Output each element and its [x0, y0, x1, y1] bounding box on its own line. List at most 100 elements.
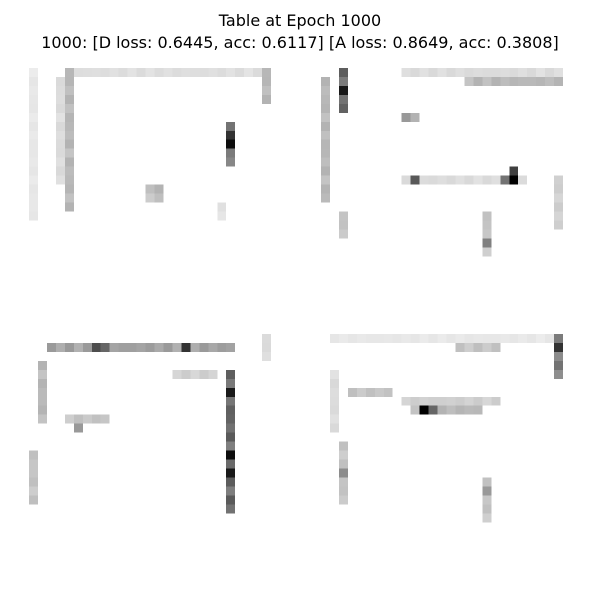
pixel [199, 370, 208, 379]
pixel [74, 68, 83, 77]
pixel [65, 158, 74, 167]
pixel [321, 86, 330, 95]
pixel [348, 334, 357, 343]
pixel [509, 334, 518, 343]
sample-image-4 [321, 334, 572, 585]
pixel [29, 176, 38, 185]
pixel [482, 504, 491, 513]
pixel [29, 131, 38, 140]
pixel [330, 415, 339, 424]
pixel [473, 397, 482, 406]
pixel [226, 158, 235, 167]
pixel [482, 397, 491, 406]
pixel [74, 424, 83, 433]
pixel [208, 343, 217, 352]
pixel [38, 397, 47, 406]
pixel [321, 113, 330, 122]
pixel [339, 77, 348, 86]
pixel [29, 140, 38, 149]
pixel [339, 220, 348, 229]
pixel [518, 77, 527, 86]
pixel [464, 397, 473, 406]
pixel [29, 211, 38, 220]
pixel [411, 176, 420, 185]
pixel [447, 68, 456, 77]
pixel [65, 167, 74, 176]
pixel [473, 77, 482, 86]
pixel [491, 77, 500, 86]
pixel [56, 95, 65, 104]
pixel [56, 86, 65, 95]
pixel [339, 442, 348, 451]
pixel [226, 477, 235, 486]
pixel [29, 122, 38, 131]
pixel [554, 194, 563, 203]
pixel [146, 68, 155, 77]
pixel [172, 68, 181, 77]
pixel [29, 495, 38, 504]
pixel [321, 194, 330, 203]
pixel [155, 194, 164, 203]
pixel [128, 343, 137, 352]
pixel [244, 68, 253, 77]
pixel [56, 113, 65, 122]
pixel [554, 202, 563, 211]
pixel [411, 68, 420, 77]
pixel [155, 68, 164, 77]
pixel [172, 370, 181, 379]
figure-subtitle: 1000: [D loss: 0.6445, acc: 0.6117] [A l… [0, 32, 600, 54]
pixel [402, 334, 411, 343]
pixel [482, 247, 491, 256]
pixel [65, 122, 74, 131]
pixel [65, 86, 74, 95]
pixel [181, 370, 190, 379]
pixel [384, 388, 393, 397]
pixel [339, 86, 348, 95]
pixel [29, 468, 38, 477]
pixel [402, 176, 411, 185]
pixel [56, 167, 65, 176]
generated-sample-3 [29, 334, 280, 585]
pixel [321, 140, 330, 149]
pixel [226, 379, 235, 388]
pixel [83, 415, 92, 424]
pixel [217, 211, 226, 220]
pixel [155, 185, 164, 194]
pixel [29, 158, 38, 167]
sample-image-1 [29, 68, 280, 319]
pixel [226, 406, 235, 415]
pixel [65, 104, 74, 113]
pixel [47, 343, 56, 352]
pixel [482, 229, 491, 238]
pixel [509, 176, 518, 185]
pixel [447, 406, 456, 415]
pixel [482, 495, 491, 504]
pixel [321, 104, 330, 113]
pixel [482, 220, 491, 229]
pixel [29, 185, 38, 194]
pixel [429, 176, 438, 185]
pixel [321, 95, 330, 104]
pixel [509, 77, 518, 86]
pixel [339, 495, 348, 504]
pixel [464, 176, 473, 185]
pixel [65, 140, 74, 149]
pixel [217, 202, 226, 211]
pixel [217, 343, 226, 352]
pixel [554, 176, 563, 185]
pixel [339, 451, 348, 460]
pixel [420, 68, 429, 77]
pixel [491, 176, 500, 185]
pixel [429, 406, 438, 415]
pixel [473, 334, 482, 343]
pixel [110, 343, 119, 352]
pixel [518, 176, 527, 185]
pixel [321, 131, 330, 140]
pixel [447, 176, 456, 185]
pixel [339, 477, 348, 486]
pixel [56, 131, 65, 140]
pixel [402, 397, 411, 406]
pixel [29, 194, 38, 203]
pixel [339, 229, 348, 238]
pixel [330, 424, 339, 433]
